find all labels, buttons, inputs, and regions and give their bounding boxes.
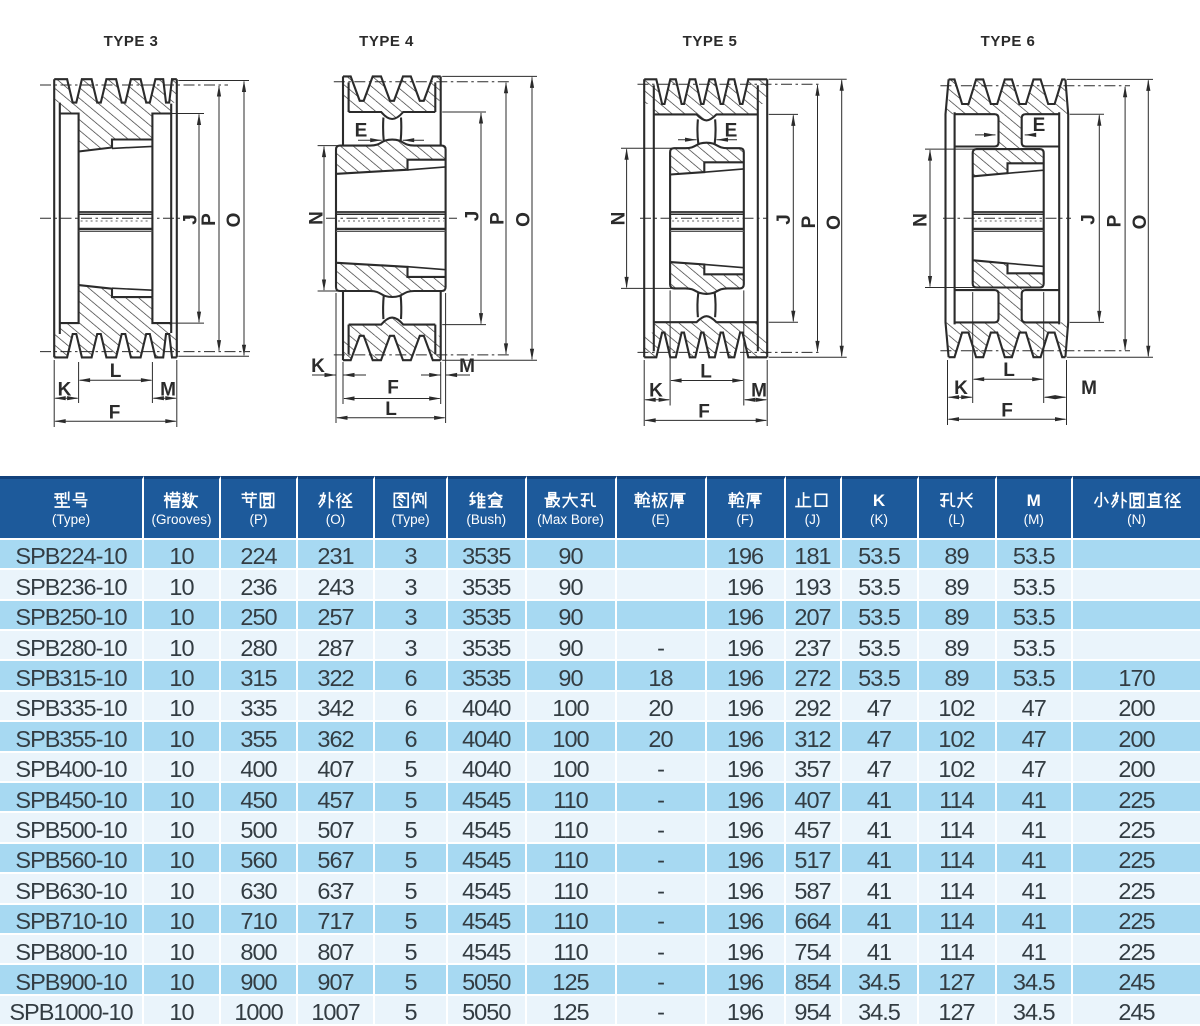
- svg-text:J: J: [1079, 214, 1100, 225]
- svg-text:F: F: [387, 378, 399, 399]
- svg-text:K: K: [649, 381, 663, 402]
- svg-text:M: M: [160, 380, 176, 401]
- svg-text:P: P: [199, 213, 220, 226]
- svg-text:J: J: [463, 211, 484, 222]
- svg-text:TYPE 6: TYPE 6: [981, 33, 1036, 50]
- svg-text:P: P: [1104, 214, 1125, 227]
- svg-text:O: O: [824, 215, 845, 230]
- svg-text:J: J: [774, 214, 795, 225]
- svg-text:P: P: [487, 212, 508, 225]
- svg-text:L: L: [385, 399, 397, 420]
- svg-text:N: N: [307, 211, 328, 225]
- svg-text:J: J: [181, 214, 202, 225]
- svg-text:TYPE 3: TYPE 3: [104, 33, 159, 50]
- svg-text:P: P: [799, 215, 820, 228]
- svg-text:N: N: [911, 213, 932, 227]
- svg-text:O: O: [224, 213, 245, 228]
- svg-text:K: K: [58, 380, 72, 401]
- svg-text:E: E: [355, 121, 368, 142]
- svg-text:N: N: [609, 212, 630, 226]
- svg-text:O: O: [514, 212, 535, 227]
- svg-text:F: F: [698, 402, 710, 423]
- svg-text:K: K: [954, 378, 968, 399]
- svg-text:O: O: [1130, 215, 1151, 230]
- svg-text:M: M: [751, 381, 767, 402]
- svg-text:K: K: [311, 356, 325, 377]
- svg-text:TYPE 4: TYPE 4: [359, 33, 414, 50]
- svg-text:L: L: [1003, 360, 1015, 381]
- svg-text:M: M: [459, 356, 475, 377]
- svg-text:E: E: [1033, 115, 1046, 136]
- svg-text:F: F: [109, 403, 121, 424]
- svg-text:TYPE 5: TYPE 5: [683, 33, 738, 50]
- svg-text:F: F: [1001, 401, 1013, 422]
- svg-text:E: E: [725, 121, 738, 142]
- svg-text:M: M: [1081, 378, 1097, 399]
- svg-text:L: L: [700, 362, 712, 383]
- svg-text:L: L: [110, 361, 122, 382]
